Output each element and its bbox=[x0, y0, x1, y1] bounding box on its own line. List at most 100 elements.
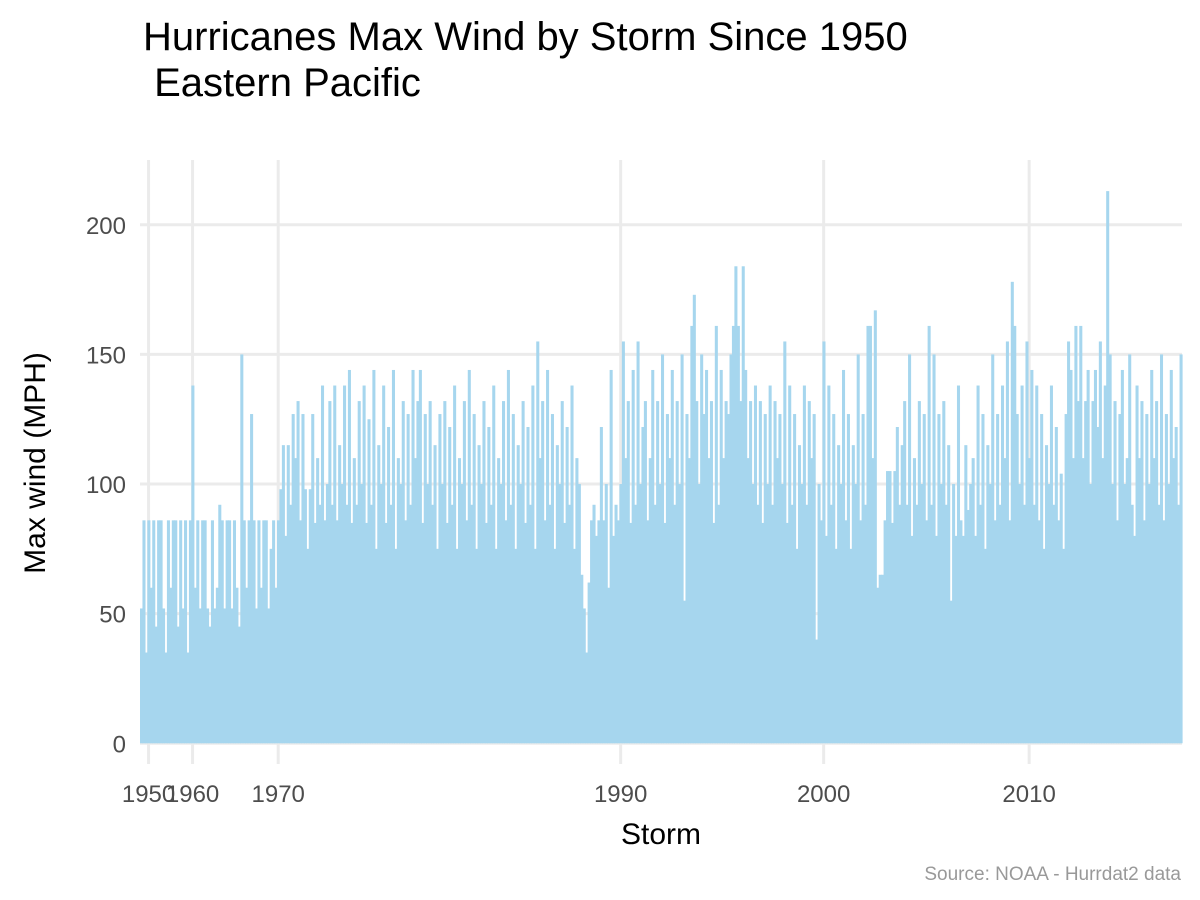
storm-bar bbox=[149, 587, 153, 744]
storm-bar bbox=[560, 401, 564, 744]
x-tick-label: 1950 bbox=[122, 781, 175, 808]
storm-bar bbox=[709, 401, 713, 744]
storm-bar bbox=[357, 401, 361, 744]
storm-bar bbox=[802, 385, 806, 744]
storm-bar bbox=[1125, 458, 1129, 744]
storm-bar bbox=[321, 385, 325, 744]
storm-bar bbox=[276, 520, 281, 744]
storm-bar bbox=[176, 626, 180, 744]
storm-bar bbox=[232, 520, 236, 744]
storm-bar bbox=[692, 294, 696, 744]
storm-bar bbox=[1142, 520, 1146, 744]
storm-bar bbox=[1111, 484, 1115, 744]
storm-bar bbox=[448, 427, 452, 744]
storm-bar bbox=[724, 401, 728, 744]
storm-bar bbox=[609, 369, 613, 744]
storm-bar bbox=[1179, 354, 1183, 744]
storm-bar bbox=[619, 484, 623, 744]
storm-bar bbox=[1152, 458, 1156, 744]
storm-bar bbox=[445, 522, 449, 744]
storm-bar bbox=[1106, 191, 1110, 744]
storm-bar bbox=[788, 385, 792, 744]
storm-bar bbox=[873, 310, 877, 744]
storm-bar bbox=[411, 369, 415, 744]
storm-bar bbox=[296, 401, 300, 744]
storm-bar bbox=[629, 522, 633, 744]
storm-bar bbox=[311, 414, 315, 744]
storm-bar bbox=[883, 520, 887, 744]
storm-bar bbox=[939, 484, 943, 744]
storm-bar bbox=[646, 520, 650, 744]
storm-bar bbox=[680, 354, 684, 744]
storm-bar bbox=[291, 414, 295, 744]
storm-bar bbox=[267, 608, 271, 744]
storm-bar bbox=[1089, 484, 1093, 744]
storm-bar bbox=[775, 458, 780, 744]
storm-bar bbox=[272, 520, 276, 744]
storm-bar bbox=[1128, 354, 1132, 744]
storm-bar bbox=[1137, 458, 1142, 744]
storm-bar bbox=[215, 587, 219, 744]
storm-bar bbox=[614, 504, 618, 744]
storm-bar bbox=[1054, 427, 1058, 744]
storm-bar bbox=[157, 520, 161, 744]
storm-bar bbox=[362, 385, 366, 744]
storm-bar bbox=[824, 535, 828, 744]
storm-bar bbox=[744, 369, 748, 744]
storm-bar bbox=[1076, 401, 1080, 744]
storm-bar bbox=[1103, 385, 1107, 744]
storm-bar bbox=[1067, 341, 1071, 744]
storm-bar bbox=[785, 522, 789, 744]
storm-bar bbox=[665, 414, 669, 744]
storm-bar bbox=[1032, 504, 1036, 744]
storm-bar bbox=[382, 385, 386, 744]
storm-bar bbox=[286, 445, 290, 744]
storm-bar bbox=[641, 427, 645, 744]
storm-bar bbox=[394, 548, 398, 744]
storm-bar bbox=[184, 520, 188, 744]
storm-bar bbox=[864, 504, 868, 744]
storm-bar bbox=[812, 414, 816, 744]
storm-bar bbox=[1064, 414, 1068, 744]
storm-bar bbox=[565, 427, 569, 744]
y-tick-label: 100 bbox=[86, 472, 126, 499]
storm-bar bbox=[643, 401, 647, 744]
storm-bar bbox=[834, 548, 838, 744]
storm-bar bbox=[956, 385, 961, 744]
storm-bar bbox=[306, 548, 310, 744]
storm-bar bbox=[563, 522, 567, 744]
storm-bar bbox=[927, 325, 931, 744]
storm-bar bbox=[269, 548, 273, 744]
storm-bar bbox=[367, 419, 371, 744]
storm-bar bbox=[1027, 458, 1031, 744]
storm-bar bbox=[766, 484, 770, 744]
storm-bar bbox=[1155, 401, 1159, 744]
storm-bar bbox=[308, 489, 312, 744]
storm-bar bbox=[971, 458, 975, 744]
storm-bar bbox=[396, 458, 400, 744]
storm-bar bbox=[922, 414, 926, 744]
storm-bar bbox=[245, 587, 249, 744]
storm-bar bbox=[477, 445, 481, 744]
storm-bar bbox=[492, 385, 496, 744]
storm-bar bbox=[819, 520, 824, 744]
storm-bar bbox=[700, 354, 704, 744]
storm-bar bbox=[717, 504, 721, 744]
x-tick-label: 2010 bbox=[1002, 781, 1055, 808]
storm-bar bbox=[387, 427, 391, 744]
storm-bar bbox=[912, 458, 916, 744]
storm-bar bbox=[900, 445, 904, 744]
storm-bar bbox=[568, 504, 572, 744]
storm-bar bbox=[1001, 385, 1005, 744]
storm-bar bbox=[663, 522, 667, 744]
storm-bar bbox=[404, 520, 408, 744]
storm-bar bbox=[355, 504, 359, 744]
storm-bar bbox=[1159, 354, 1164, 744]
y-axis-title: Max wind (MPH) bbox=[19, 352, 52, 574]
storm-bar bbox=[406, 414, 410, 744]
storm-bar bbox=[761, 522, 765, 744]
storm-bar bbox=[259, 587, 263, 744]
storm-bar bbox=[428, 401, 432, 744]
storm-bar bbox=[489, 504, 493, 744]
storm-bar bbox=[230, 608, 234, 744]
